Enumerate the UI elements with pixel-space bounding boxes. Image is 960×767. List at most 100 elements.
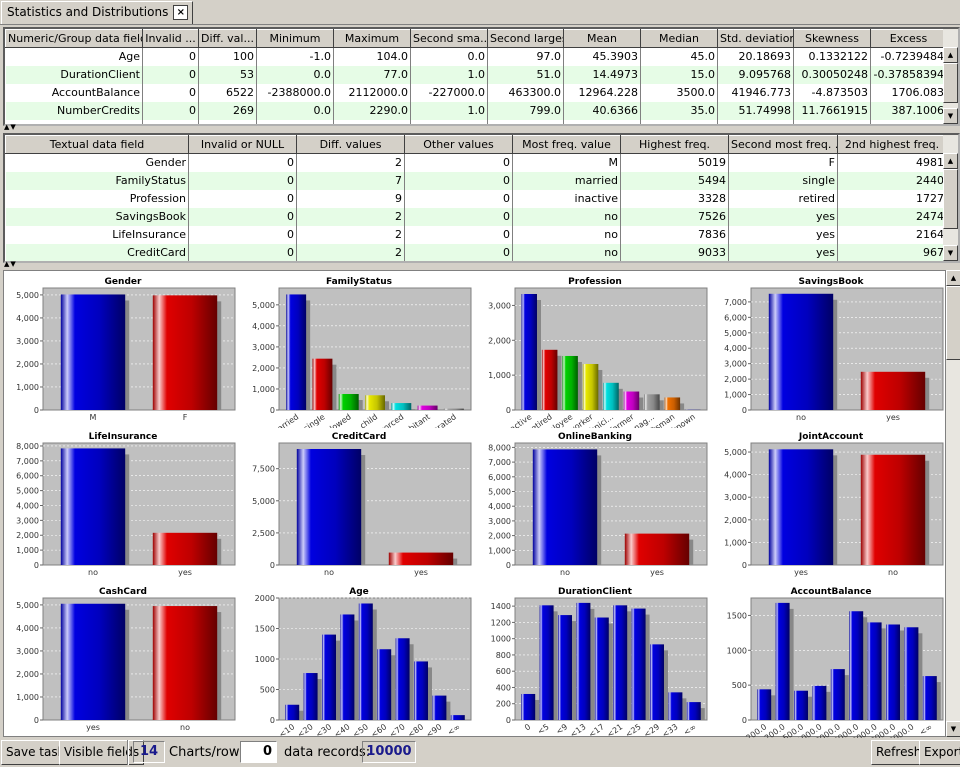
bar-widowed[interactable] (338, 394, 359, 410)
column-header[interactable]: Second largest (487, 29, 564, 48)
bar-employee[interactable] (562, 355, 578, 410)
bar-<10[interactable] (285, 704, 300, 720)
charts-per-row-input[interactable]: 0 (240, 741, 277, 763)
bar-<25[interactable] (631, 608, 646, 720)
bar-<21[interactable] (613, 605, 628, 720)
bar-child[interactable] (365, 395, 385, 410)
bar-no[interactable] (60, 448, 126, 565)
bar-no[interactable] (296, 448, 362, 565)
table-row[interactable]: CreditCard 0 2 0 no 9033 yes 967 (5, 243, 947, 261)
bar-0[interactable] (521, 693, 536, 720)
bar-yes[interactable] (860, 371, 926, 410)
table-row[interactable]: Age 0 100 -1.0 104.0 0.0 97.0 45.3903 45.0 20.186… (5, 47, 947, 66)
bar-<33[interactable] (668, 692, 683, 720)
bar-married[interactable] (286, 294, 307, 410)
splitter-1[interactable]: ▲▼ (0, 123, 960, 133)
column-header[interactable]: Most freq. value (512, 135, 621, 154)
column-header[interactable]: Second sma.. (410, 29, 488, 48)
column-header[interactable]: Minimum (256, 29, 334, 48)
column-header[interactable]: Highest freq. (620, 135, 729, 154)
bar-<-200.0[interactable] (757, 689, 772, 720)
column-header[interactable]: Median (640, 29, 718, 48)
scroll-up-icon[interactable]: ▲ (946, 270, 960, 286)
bar-<5[interactable] (539, 605, 554, 720)
column-header[interactable]: Excess (870, 29, 947, 48)
bar-technici...[interactable] (603, 382, 619, 410)
bar-<∞[interactable] (450, 715, 465, 720)
bar-<9[interactable] (558, 615, 572, 720)
numeric-table-scrollbar[interactable]: ▲ ▼ (943, 29, 958, 124)
bar-yes[interactable] (60, 603, 126, 720)
table-row[interactable]: Gender 0 2 0 M 5019 F 4981 (5, 153, 947, 172)
table-row[interactable]: SavingsBook 0 2 0 no 7526 yes 2474 (5, 207, 947, 226)
column-header[interactable]: Invalid or NULL (188, 135, 297, 154)
scroll-up-icon[interactable]: ▲ (943, 153, 958, 169)
bar-single[interactable] (312, 358, 333, 410)
scroll-down-icon[interactable]: ▼ (943, 108, 958, 124)
bar-<60[interactable] (377, 649, 392, 720)
scroll-up-icon[interactable]: ▲ (943, 47, 958, 63)
bar-yes[interactable] (152, 532, 218, 565)
bar-<90[interactable] (432, 695, 447, 720)
column-header[interactable]: Other values (404, 135, 513, 154)
scroll-thumb[interactable] (943, 63, 958, 103)
column-header[interactable]: Textual data field (5, 135, 189, 154)
column-header[interactable]: Diff. values (296, 135, 405, 154)
bar-<80[interactable] (414, 661, 428, 720)
column-header[interactable]: Std. deviation (717, 29, 794, 48)
column-header[interactable]: Skewness (793, 29, 871, 48)
bar-<30[interactable] (322, 634, 336, 720)
bar-manag...[interactable] (644, 394, 660, 410)
bar-no[interactable] (768, 293, 834, 410)
bar-retired[interactable] (541, 349, 558, 410)
bar-<500.0[interactable] (794, 690, 808, 720)
bar-<40[interactable] (340, 614, 355, 720)
column-header[interactable]: Diff. val... (198, 29, 257, 48)
table-row[interactable]: NumberCredits 0 269 0.0 2290.0 1.0 799.0 40.636… (5, 101, 947, 120)
collapse-arrows-icon[interactable]: ▲▼ (4, 260, 17, 268)
save-task-button[interactable]: Save task (1, 740, 70, 765)
close-icon[interactable]: × (173, 5, 189, 20)
collapse-arrows-icon[interactable]: ▲▼ (4, 123, 17, 131)
table-row[interactable]: LifeInsurance 0 2 0 no 7836 yes 2164 (5, 225, 947, 244)
column-header[interactable]: Invalid ... (142, 29, 199, 48)
charts-scrollbar[interactable]: ▲ ▼ (946, 270, 960, 737)
bar-divorced[interactable] (391, 403, 412, 410)
bar-no[interactable] (152, 606, 218, 720)
refresh-button[interactable]: Refresh (871, 740, 927, 765)
column-header[interactable]: Numeric/Group data field (5, 29, 143, 48)
bar-F[interactable] (152, 295, 218, 410)
bar-<13[interactable] (576, 602, 591, 720)
export-button[interactable]: Export (919, 740, 960, 765)
scroll-thumb[interactable] (946, 286, 960, 360)
table-row[interactable]: AccountBalance 0 6522 -2388000.0 2112000.0 -2… (5, 83, 947, 102)
table-row[interactable]: DurationClient 0 53 0.0 77.0 1.0 51.0 14.4973 15… (5, 65, 947, 84)
bar-worker[interactable] (582, 363, 599, 410)
column-header[interactable]: Maximum (333, 29, 411, 48)
bar-<20000.0[interactable] (886, 624, 900, 720)
textual-table-scrollbar[interactable]: ▲ ▼ (943, 135, 958, 261)
bar-cohabitant[interactable] (417, 405, 438, 410)
bar-<∞[interactable] (686, 702, 701, 720)
bar-yes[interactable] (624, 533, 690, 565)
bar-<∞[interactable] (922, 676, 937, 720)
bar-inactive[interactable] (521, 293, 537, 410)
bar-farmer[interactable] (623, 391, 640, 410)
bar-yes[interactable] (768, 449, 834, 565)
bar-<200.0[interactable] (775, 602, 790, 720)
bar-<1000.0[interactable] (812, 685, 827, 720)
bar-craftsman[interactable] (664, 397, 681, 410)
bar-<17[interactable] (594, 617, 609, 720)
bar-<50000.0[interactable] (904, 627, 919, 720)
column-header[interactable]: Mean (563, 29, 641, 48)
bar-<70[interactable] (395, 638, 410, 720)
table-row[interactable]: FamilyStatus 0 7 0 married 5494 single 2440 (5, 171, 947, 190)
column-header[interactable]: Second most freq. ... (728, 135, 838, 154)
bar-no[interactable] (860, 454, 926, 565)
bar-<20[interactable] (303, 673, 318, 720)
bar-<5000.0[interactable] (849, 611, 864, 720)
bar-yes[interactable] (388, 552, 454, 565)
bar-no[interactable] (532, 449, 598, 565)
scroll-thumb[interactable] (943, 169, 958, 229)
splitter-2[interactable]: ▲▼ (0, 260, 960, 270)
